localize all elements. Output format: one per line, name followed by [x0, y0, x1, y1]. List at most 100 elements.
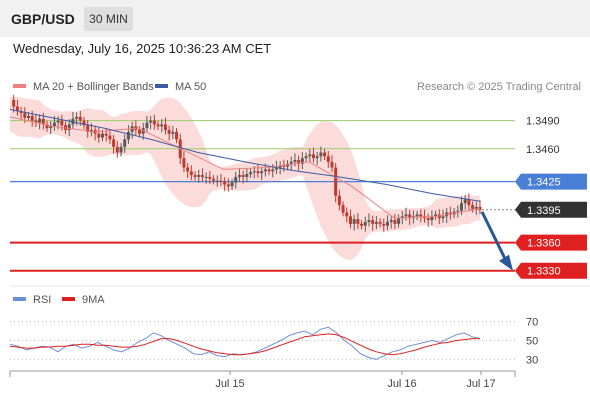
candle-body [204, 176, 208, 178]
rsi-ma-legend-label: 9MA [82, 294, 105, 306]
candle-body [356, 219, 360, 224]
candle-body [434, 214, 438, 217]
level-tag-1.3395 [515, 201, 587, 218]
x-tick-label: Jul 16 [387, 378, 416, 390]
candle-body [323, 152, 327, 157]
candle-body [315, 156, 319, 159]
candle-body [311, 154, 315, 159]
level-tag-1.3330 [515, 262, 587, 279]
candle-body [112, 139, 116, 147]
candle-body [263, 169, 267, 172]
candle-body [52, 122, 56, 127]
candle-body [56, 120, 60, 123]
candle-body [352, 219, 356, 224]
level-label-1.3360: 1.3360 [527, 238, 561, 250]
datetime-label: Wednesday, July 16, 2025 10:36:23 AM CET [13, 41, 272, 56]
forecast-arrow-shaft [480, 211, 508, 262]
candle-body [167, 130, 171, 134]
ma50-line [9, 108, 481, 202]
candle-body [197, 175, 201, 177]
candle-body [389, 220, 393, 222]
candle-body [415, 214, 419, 217]
candle-body [219, 180, 223, 182]
candle-body [230, 182, 234, 187]
candle-body [152, 120, 156, 125]
ma50-legend-swatch [155, 84, 168, 88]
candle-body [226, 184, 230, 187]
candle-body [171, 131, 175, 134]
candle-body [278, 165, 282, 168]
ma20-line [9, 116, 481, 219]
candle-body [19, 111, 23, 114]
candle-body [300, 158, 304, 164]
candle-body [348, 216, 352, 224]
rsi-legend-label: RSI [33, 294, 51, 306]
candle-body [119, 146, 123, 153]
candle-body [345, 212, 349, 217]
candle-body [82, 120, 86, 126]
candle-body [108, 135, 112, 140]
candle-body [23, 113, 27, 118]
candle-body [193, 175, 197, 177]
candle-body [408, 214, 412, 219]
x-tick-label: Jul 17 [466, 378, 495, 390]
candle-body [126, 131, 130, 140]
candle-body [341, 205, 345, 213]
candle-body [304, 156, 308, 159]
candle-body [38, 118, 42, 123]
candle-body [334, 167, 338, 196]
candle-body [115, 146, 119, 153]
rsi-tick-50: 50 [526, 336, 538, 348]
candle-body [319, 152, 323, 157]
candle-body [471, 205, 475, 209]
candle-body [441, 216, 445, 219]
candle-body [237, 175, 241, 177]
candle-body [245, 174, 249, 177]
candle-body [378, 221, 382, 224]
candle-body [467, 199, 471, 206]
rsi-tick-30: 30 [526, 354, 538, 366]
candle-body [34, 120, 38, 123]
candle-body [30, 115, 34, 121]
rsi-ma-line [9, 333, 480, 356]
candle-body [45, 124, 49, 129]
candle-body [371, 220, 375, 224]
candle-body [15, 106, 19, 112]
candle-body [326, 156, 330, 162]
candle-body [430, 216, 434, 221]
candle-body [397, 218, 401, 224]
level-label-1.3460: 1.3460 [526, 144, 560, 156]
candle-body [374, 221, 378, 224]
candle-body [367, 220, 371, 222]
level-tag-1.3360 [515, 234, 587, 251]
candle-body [282, 165, 286, 167]
candle-body [156, 124, 160, 127]
candle-body [160, 124, 164, 127]
candle-body [97, 133, 101, 138]
candle-body [212, 178, 216, 181]
candle-body [474, 206, 478, 209]
candle-body [382, 223, 386, 226]
chart-header: GBP/USD 30 MIN [0, 0, 590, 37]
candle-body [404, 214, 408, 217]
candle-body [163, 124, 167, 131]
timeframe-button[interactable]: 30 MIN [84, 7, 133, 31]
level-tag-1.3425 [515, 173, 587, 190]
level-label-1.3425: 1.3425 [527, 177, 561, 189]
candle-body [27, 115, 31, 118]
candle-body [330, 161, 334, 168]
candle-body [75, 116, 79, 119]
rsi-ma-legend-swatch [62, 297, 75, 301]
ma50-legend-label: MA 50 [175, 81, 206, 93]
candle-body [86, 125, 90, 132]
candle-body [249, 172, 253, 175]
candle-body [200, 175, 204, 177]
candle-body [189, 171, 193, 176]
candle-body [400, 216, 404, 219]
candle-body [215, 180, 219, 182]
candle-body [293, 160, 297, 162]
candle-body [49, 126, 53, 129]
candle-body [426, 218, 430, 221]
candle-body [463, 199, 467, 204]
